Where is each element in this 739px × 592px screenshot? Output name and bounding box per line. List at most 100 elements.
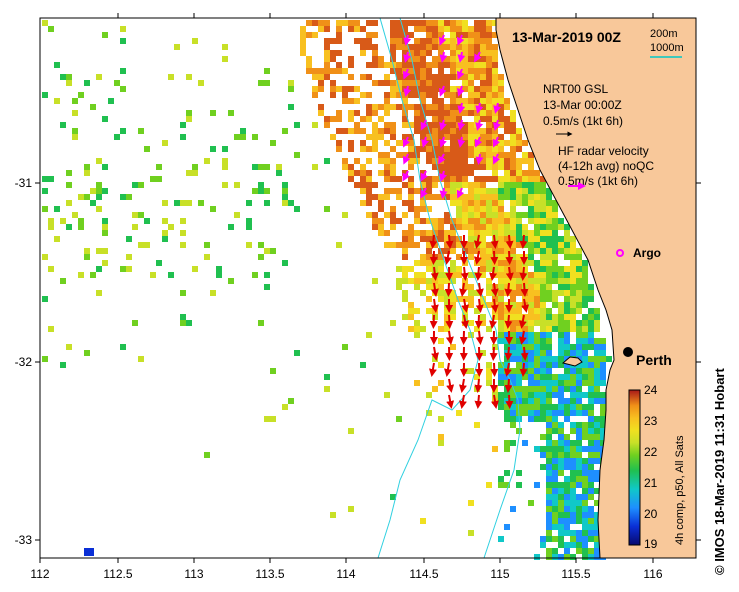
sst-pixel: [384, 104, 390, 110]
sst-pixel: [498, 374, 504, 380]
x-tick-label: 114: [336, 567, 355, 581]
sst-pixel: [516, 140, 522, 146]
sst-pixel: [192, 266, 198, 272]
gsl-arrows: [428, 234, 530, 409]
sst-pixel: [396, 194, 402, 200]
sst-pixel: [594, 320, 600, 326]
sst-pixel: [468, 218, 474, 224]
gsl-arrow: [520, 346, 529, 361]
sst-pixel: [402, 248, 408, 254]
sst-pixel: [510, 374, 516, 380]
sst-pixel: [546, 362, 552, 368]
sst-pixel: [96, 290, 102, 296]
sst-pixel: [330, 134, 336, 140]
sst-pixel: [516, 332, 522, 338]
sst-pixel: [450, 20, 456, 26]
sst-pixel: [462, 98, 468, 104]
gsl-legend-line1: NRT00 GSL: [543, 82, 608, 96]
sst-pixel: [132, 182, 138, 188]
sst-pixel: [102, 260, 108, 266]
sst-pixel: [216, 272, 222, 278]
sst-pixel: [306, 32, 312, 38]
hf-arrow: [457, 136, 466, 148]
sst-pixel: [552, 446, 558, 452]
sst-pixel: [558, 428, 564, 434]
sst-pixel: [486, 50, 492, 56]
sst-pixel: [408, 188, 414, 194]
sst-pixel: [570, 404, 576, 410]
sst-pixel: [528, 272, 534, 278]
sst-pixel: [594, 350, 600, 356]
gsl-arrow: [504, 314, 513, 329]
sst-pixel: [474, 128, 480, 134]
sst-pixel: [540, 404, 546, 410]
sst-pixel: [522, 152, 528, 158]
sst-pixel: [462, 104, 468, 110]
sst-pixel: [498, 134, 504, 140]
sst-pixel: [456, 176, 462, 182]
sst-pixel: [366, 158, 372, 164]
sst-pixel: [582, 266, 588, 272]
hf-arrow: [438, 153, 446, 165]
sst-pixel: [564, 320, 570, 326]
sst-pixel: [564, 524, 570, 530]
sst-pixel: [594, 458, 600, 464]
sst-pixel: [516, 308, 522, 314]
sst-pixel: [378, 56, 384, 62]
sst-pixel: [588, 452, 594, 458]
sst-pixel: [510, 146, 516, 152]
sst-pixel: [492, 152, 498, 158]
sst-pixel: [420, 518, 426, 524]
sst-pixel: [558, 524, 564, 530]
sst-pixel: [372, 104, 378, 110]
sst-pixel: [570, 470, 576, 476]
sst-pixel: [582, 548, 588, 554]
sst-pixel: [390, 218, 396, 224]
sst-pixel: [408, 158, 414, 164]
sst-pixel: [366, 182, 372, 188]
sst-pixel: [504, 164, 510, 170]
sst-pixel: [546, 290, 552, 296]
sst-pixel: [480, 104, 486, 110]
sst-pixel: [342, 128, 348, 134]
sst-pixel: [378, 200, 384, 206]
sst-pixel: [366, 38, 372, 44]
sst-pixel: [510, 344, 516, 350]
sst-pixel: [534, 302, 540, 308]
sst-pixel: [462, 200, 468, 206]
sst-pixel: [390, 176, 396, 182]
sst-pixel: [426, 110, 432, 116]
sst-pixel: [552, 230, 558, 236]
sst-pixel: [534, 320, 540, 326]
sst-pixel: [582, 488, 588, 494]
sst-pixel: [588, 386, 594, 392]
sst-pixel: [582, 542, 588, 548]
sst-pixel: [360, 140, 366, 146]
sst-pixel: [414, 128, 420, 134]
sst-pixel: [390, 56, 396, 62]
hf-arrow: [474, 136, 483, 148]
sst-pixel: [174, 44, 180, 50]
sst-pixel: [450, 218, 456, 224]
sst-pixel: [498, 188, 504, 194]
sst-pixel: [162, 230, 168, 236]
sst-pixel: [408, 20, 414, 26]
sst-pixel: [480, 98, 486, 104]
sst-pixel: [282, 182, 288, 188]
sst-pixel: [522, 374, 528, 380]
sst-pixel: [534, 200, 540, 206]
sst-pixel: [570, 440, 576, 446]
sst-pixel: [588, 356, 594, 362]
sst-pixel: [540, 368, 546, 374]
hf-arrow: [457, 51, 466, 63]
sst-pixel: [402, 290, 408, 296]
hf-arrow: [439, 170, 447, 182]
sst-pixel: [498, 86, 504, 92]
sst-pixel: [402, 98, 408, 104]
sst-pixel: [552, 512, 558, 518]
hf-arrow: [402, 68, 411, 80]
gsl-arrow: [445, 234, 454, 249]
sst-pixel: [480, 182, 486, 188]
sst-pixel: [546, 410, 552, 416]
